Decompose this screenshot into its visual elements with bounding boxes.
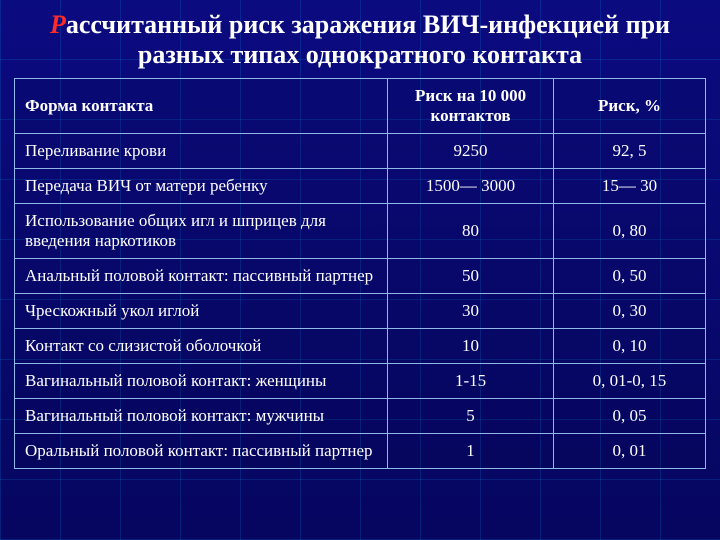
cell-percent: 0, 05 (553, 398, 705, 433)
title-first-letter: Р (50, 10, 66, 39)
cell-percent: 0, 10 (553, 328, 705, 363)
cell-per10000: 1500— 3000 (388, 168, 554, 203)
cell-per10000: 1-15 (388, 363, 554, 398)
cell-form: Оральный половой контакт: пассивный парт… (15, 433, 388, 468)
risk-table: Форма контакта Риск на 10 000 контактов … (14, 78, 706, 469)
col-header-per10000: Риск на 10 000 контактов (388, 78, 554, 133)
cell-form: Вагинальный половой контакт: женщины (15, 363, 388, 398)
table-row: Оральный половой контакт: пассивный парт… (15, 433, 706, 468)
cell-form: Анальный половой контакт: пассивный парт… (15, 258, 388, 293)
cell-per10000: 80 (388, 203, 554, 258)
cell-percent: 92, 5 (553, 133, 705, 168)
table-row: Использование общих игл и шприцев для вв… (15, 203, 706, 258)
cell-per10000: 30 (388, 293, 554, 328)
cell-form: Использование общих игл и шприцев для вв… (15, 203, 388, 258)
cell-per10000: 1 (388, 433, 554, 468)
table-header-row: Форма контакта Риск на 10 000 контактов … (15, 78, 706, 133)
table-row: Контакт со слизистой оболочкой 10 0, 10 (15, 328, 706, 363)
col-header-percent: Риск, % (553, 78, 705, 133)
title-rest: ассчитанный риск заражения ВИЧ-инфекцией… (66, 10, 670, 69)
col-header-form: Форма контакта (15, 78, 388, 133)
table-body: Переливание крови 9250 92, 5 Передача ВИ… (15, 133, 706, 468)
table-row: Передача ВИЧ от матери ребенку 1500— 300… (15, 168, 706, 203)
cell-per10000: 50 (388, 258, 554, 293)
cell-percent: 0, 01-0, 15 (553, 363, 705, 398)
cell-percent: 0, 50 (553, 258, 705, 293)
cell-form: Вагинальный половой контакт: мужчины (15, 398, 388, 433)
cell-per10000: 10 (388, 328, 554, 363)
cell-form: Контакт со слизистой оболочкой (15, 328, 388, 363)
cell-form: Чрескожный укол иглой (15, 293, 388, 328)
cell-form: Переливание крови (15, 133, 388, 168)
table-row: Переливание крови 9250 92, 5 (15, 133, 706, 168)
table-row: Анальный половой контакт: пассивный парт… (15, 258, 706, 293)
table-row: Вагинальный половой контакт: женщины 1-1… (15, 363, 706, 398)
cell-per10000: 5 (388, 398, 554, 433)
cell-percent: 0, 01 (553, 433, 705, 468)
table-row: Чрескожный укол иглой 30 0, 30 (15, 293, 706, 328)
cell-percent: 0, 30 (553, 293, 705, 328)
page-title: Рассчитанный риск заражения ВИЧ-инфекцие… (14, 10, 706, 70)
cell-percent: 15— 30 (553, 168, 705, 203)
table-row: Вагинальный половой контакт: мужчины 5 0… (15, 398, 706, 433)
cell-form: Передача ВИЧ от матери ребенку (15, 168, 388, 203)
cell-per10000: 9250 (388, 133, 554, 168)
cell-percent: 0, 80 (553, 203, 705, 258)
